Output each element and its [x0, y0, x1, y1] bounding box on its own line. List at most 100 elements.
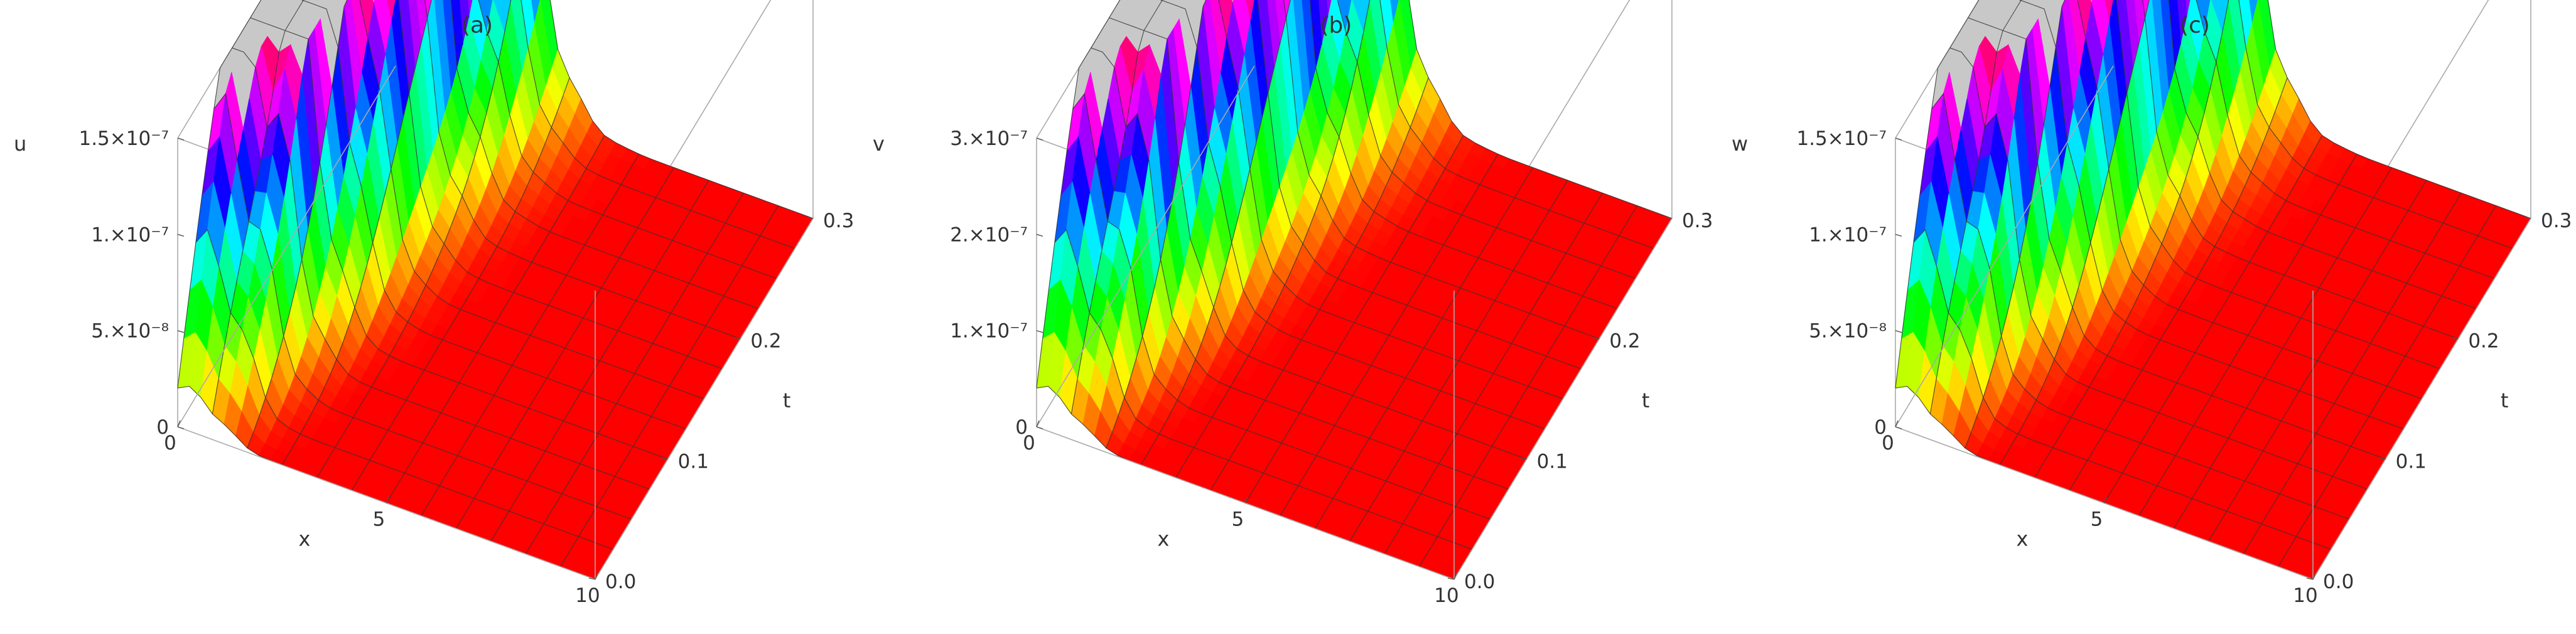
- t-tick-mark: [1593, 336, 1600, 340]
- mesh-line-t: [1109, 17, 1527, 459]
- z-tick-label: 3.×10⁻⁷: [950, 127, 1028, 150]
- t-tick-mark: [734, 336, 741, 340]
- z-tick-mark: [177, 137, 185, 141]
- t-tick-label: 0.0: [605, 571, 636, 593]
- z-axis-label: u: [14, 132, 26, 156]
- x-axis-label: x: [1158, 527, 1170, 551]
- z-tick-mark: [177, 234, 185, 237]
- t-tick-label: 0.0: [2323, 571, 2354, 593]
- x-tick-label: 10: [1434, 584, 1458, 607]
- z-tick-label: 2.×10⁻⁷: [950, 223, 1028, 246]
- surface-plot-a: (a) 0 5.×10⁻⁸ 1.×10⁻⁷ 1.5×10⁻⁷ u 0 5 10 x 0.0 0.1 0.…: [14, 0, 854, 607]
- mesh-line-t: [195, 228, 614, 550]
- z-tick-label: 1.5×10⁻⁷: [78, 127, 169, 150]
- surface-mesh: [1895, 0, 2531, 580]
- x-tick-label: 0: [1882, 432, 1894, 454]
- mesh-line-t: [1072, 92, 1490, 520]
- surface-patch: [1283, 0, 1291, 18]
- z-tick-mark: [177, 426, 185, 429]
- x-tick-mark: [2312, 572, 2316, 580]
- mesh-line-t: [1337, 0, 1636, 279]
- x-tick-mark: [1895, 420, 1899, 427]
- z-tick-label: 0: [156, 416, 169, 439]
- box-edge: [1036, 65, 1255, 427]
- t-tick-label: 0.2: [750, 330, 781, 353]
- mesh-line-t: [2238, 0, 2513, 249]
- mesh-line-t: [2116, 0, 2440, 370]
- z-tick-label: 1.×10⁻⁷: [91, 223, 169, 246]
- z-tick-mark: [1036, 426, 1043, 429]
- mesh-line-t: [1913, 228, 2332, 550]
- surface: [1036, 0, 1673, 580]
- x-tick-mark: [1453, 572, 1457, 580]
- mesh-line-t: [232, 47, 650, 490]
- panel-a: (a) 0 5.×10⁻⁸ 1.×10⁻⁷ 1.5×10⁻⁷ u 0 5 10 x 0.0 0.1 0.…: [0, 0, 858, 631]
- t-tick-label: 0.1: [1537, 450, 1568, 473]
- t-tick-label: 0.1: [2396, 450, 2427, 473]
- surface-plot-c: (c) 0 5.×10⁻⁸ 1.×10⁻⁷ 1.5×10⁻⁷ w 0 5 10 x 0.0 0.1 0.…: [1732, 0, 2572, 607]
- mesh-line-t: [2077, 0, 2422, 400]
- z-tick-label: 5.×10⁻⁸: [91, 320, 169, 343]
- x-tick-mark: [595, 572, 598, 580]
- mesh-line-t: [2168, 0, 2477, 309]
- t-tick-label: 0.2: [1609, 330, 1640, 353]
- x-tick-label: 5: [373, 508, 385, 531]
- x-axis-label: x: [299, 527, 311, 551]
- z-tick-mark: [1895, 330, 1902, 333]
- t-tick-mark: [806, 217, 814, 219]
- t-axis-label: t: [1642, 389, 1650, 412]
- mesh-line-t: [1949, 47, 2368, 490]
- x-tick-label: 0: [1023, 432, 1035, 454]
- box-edge: [1895, 0, 1980, 139]
- z-tick-label: 1.×10⁻⁷: [950, 320, 1028, 343]
- surface-patch: [531, 0, 541, 24]
- x-tick-label: 5: [1232, 508, 1244, 531]
- x-tick-label: 0: [164, 432, 176, 454]
- z-tick-mark: [177, 330, 185, 333]
- x-tick-label: 5: [2091, 508, 2103, 531]
- t-tick-label: 0.3: [2541, 210, 2572, 232]
- box-edge: [1036, 0, 1121, 139]
- panel-b: (b) 0 1.×10⁻⁷ 2.×10⁻⁷ 3.×10⁻⁷ v 0 5 10 x 0.0 0.1 0.2…: [859, 0, 1717, 631]
- box-edge: [177, 65, 396, 427]
- mesh-line-t: [301, 0, 686, 429]
- z-axis-label: w: [1732, 132, 1748, 156]
- t-tick-label: 0.3: [823, 210, 854, 232]
- t-tick-mark: [661, 457, 668, 460]
- z-tick-label: 0: [1015, 416, 1028, 439]
- mesh-line-t: [1283, 0, 1600, 340]
- mesh-line-t: [424, 0, 741, 340]
- plot-title: (a): [461, 13, 493, 38]
- t-axis-label: t: [2501, 389, 2509, 412]
- mesh-line-t: [1309, 0, 1618, 309]
- panel-c: (c) 0 5.×10⁻⁸ 1.×10⁻⁷ 1.5×10⁻⁷ w 0 5 10 x 0.0 0.1 0.…: [1718, 0, 2576, 631]
- z-tick-mark: [1895, 426, 1902, 429]
- box-edge: [1453, 218, 1673, 580]
- surface-patch: [424, 0, 432, 18]
- mesh-line-t: [250, 17, 668, 459]
- t-tick-mark: [2524, 217, 2531, 219]
- z-tick-label: 1.×10⁻⁷: [1809, 223, 1887, 246]
- mesh-line-t: [1160, 0, 1545, 429]
- z-tick-mark: [1036, 234, 1043, 237]
- z-tick-label: 5.×10⁻⁸: [1809, 320, 1887, 343]
- x-axis-label: x: [2017, 527, 2029, 551]
- surface-plot-b: (b) 0 1.×10⁻⁷ 2.×10⁻⁷ 3.×10⁻⁷ v 0 5 10 x 0.0 0.1 0.2…: [873, 0, 1713, 607]
- t-tick-label: 0.1: [678, 450, 709, 473]
- t-tick-mark: [588, 578, 596, 580]
- surface-patch: [2142, 0, 2150, 18]
- x-tick-mark: [1036, 420, 1040, 427]
- t-tick-mark: [1520, 457, 1527, 460]
- x-tick-mark: [385, 497, 390, 503]
- mesh-line-t: [2018, 0, 2404, 429]
- surface-mesh: [1036, 0, 1673, 580]
- z-tick-label: 1.5×10⁻⁷: [1796, 127, 1887, 150]
- plot-title: (b): [1320, 13, 1352, 38]
- t-tick-mark: [2452, 336, 2459, 340]
- mesh-line-t: [2142, 0, 2459, 340]
- box-edge: [177, 0, 262, 139]
- t-tick-mark: [1447, 578, 1455, 580]
- surface-patch: [1389, 0, 1399, 24]
- t-tick-mark: [2306, 578, 2314, 580]
- x-tick-label: 10: [575, 584, 600, 607]
